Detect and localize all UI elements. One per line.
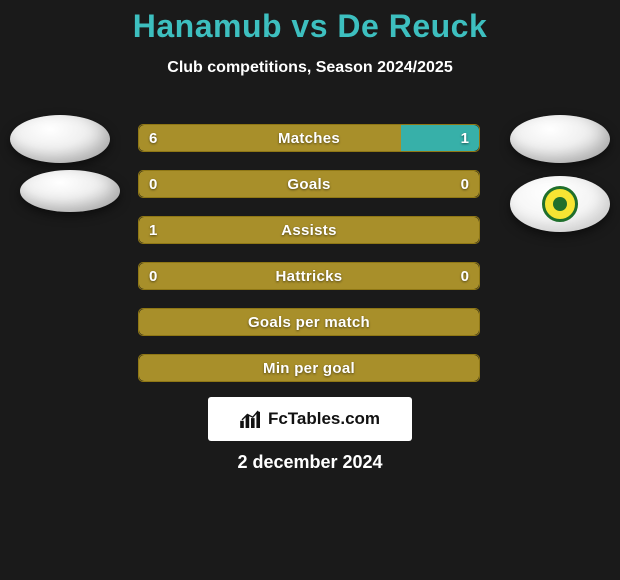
player-right-avatar: [510, 115, 610, 163]
stat-label: Goals per match: [139, 309, 479, 335]
stat-value-left: 0: [149, 171, 157, 197]
stat-value-right: 0: [461, 171, 469, 197]
date-text: 2 december 2024: [0, 452, 620, 473]
club-right-logo: [510, 176, 610, 232]
club-badge-icon: [542, 186, 578, 222]
stat-value-right: 0: [461, 263, 469, 289]
player-left-avatar: [10, 115, 110, 163]
stat-bar: Assists1: [138, 216, 480, 244]
stat-bars: Matches61Goals00Assists1Hattricks00Goals…: [138, 124, 480, 382]
stat-bar: Goals0 0: [138, 170, 480, 198]
stat-bar: Goals per match: [138, 308, 480, 336]
stat-bar: Hattricks0 0: [138, 262, 480, 290]
stat-value-left: 1: [149, 217, 157, 243]
stat-label: Matches: [139, 125, 479, 151]
bars-icon: [240, 410, 262, 428]
stat-label: Assists: [139, 217, 479, 243]
page-subtitle: Club competitions, Season 2024/2025: [0, 59, 620, 77]
club-left-avatar: [20, 170, 120, 212]
stat-bar: Matches6 1: [138, 124, 480, 152]
stat-label: Hattricks: [139, 263, 479, 289]
stat-label: Min per goal: [139, 355, 479, 381]
stat-value-right: 1: [461, 125, 469, 151]
watermark: FcTables.com: [208, 397, 412, 441]
page-title: Hanamub vs De Reuck: [0, 0, 620, 45]
stat-value-left: 6: [149, 125, 157, 151]
stat-value-left: 0: [149, 263, 157, 289]
stat-label: Goals: [139, 171, 479, 197]
watermark-text: FcTables.com: [268, 409, 380, 429]
stat-bar: Min per goal: [138, 354, 480, 382]
